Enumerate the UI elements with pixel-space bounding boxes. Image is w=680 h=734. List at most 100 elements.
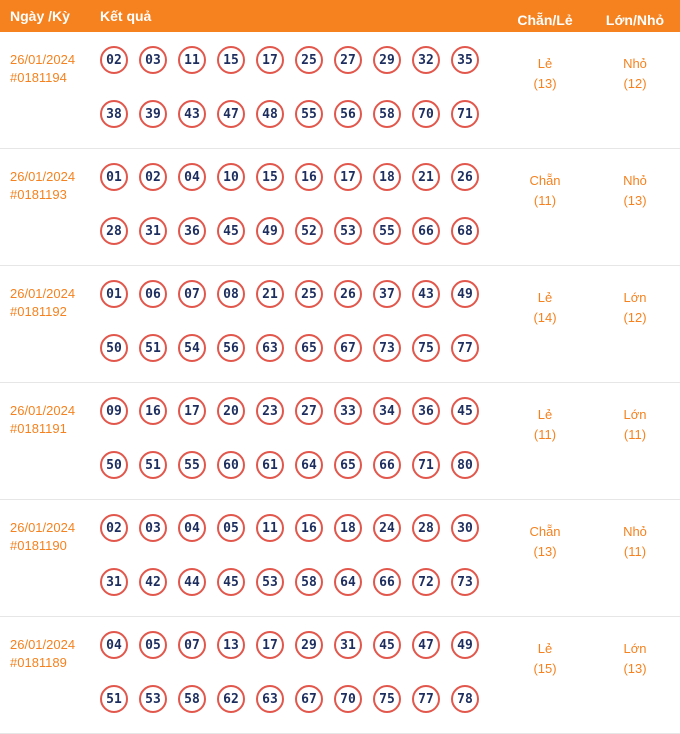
parity-value: Lẻ [537, 641, 553, 656]
lottery-number-ball: 51 [139, 451, 167, 479]
lottery-number-ball: 49 [451, 280, 479, 308]
lottery-number-ball: 37 [373, 280, 401, 308]
lottery-number-ball: 26 [451, 163, 479, 191]
lottery-number-ball: 11 [178, 46, 206, 74]
parity-value: Chẵn [529, 173, 561, 188]
lottery-number-ball: 43 [178, 100, 206, 128]
lottery-number-ball: 25 [295, 280, 323, 308]
result-numbers-cell: 09 16 17 20 23 27 33 34 36 45 50 51 55 60 61 64 65 66 71 8… [95, 397, 500, 479]
parity-value: Chẵn [529, 524, 561, 539]
numbers-line-1: 09 16 17 20 23 27 33 34 36 45 [100, 397, 500, 425]
lottery-number-ball: 47 [217, 100, 245, 128]
size-cell: Nhỏ (11) [590, 514, 680, 562]
lottery-number-ball: 45 [373, 631, 401, 659]
draw-date[interactable]: 26/01/2024 [10, 169, 76, 184]
lottery-number-ball: 62 [217, 685, 245, 713]
parity-count: (11) [533, 427, 557, 442]
lottery-number-ball: 03 [139, 46, 167, 74]
date-period-cell[interactable]: 26/01/2024 #0181190 [0, 514, 95, 555]
result-numbers-cell: 04 05 07 13 17 29 31 45 47 49 51 53 58 62 63 67 70 75 77 7… [95, 631, 500, 713]
parity-cell: Lẻ (14) [500, 280, 590, 328]
date-period-cell[interactable]: 26/01/2024 #0181193 [0, 163, 95, 204]
numbers-line-2: 50 51 55 60 61 64 65 66 71 80 [100, 451, 500, 479]
numbers-line-1: 04 05 07 13 17 29 31 45 47 49 [100, 631, 500, 659]
lottery-number-ball: 29 [295, 631, 323, 659]
lottery-number-ball: 31 [334, 631, 362, 659]
draw-period[interactable]: #0181193 [10, 187, 67, 202]
lottery-number-ball: 15 [256, 163, 284, 191]
date-period-cell[interactable]: 26/01/2024 #0181194 [0, 46, 95, 87]
lottery-number-ball: 49 [451, 631, 479, 659]
lottery-number-ball: 20 [217, 397, 245, 425]
lottery-number-ball: 23 [256, 397, 284, 425]
lottery-number-ball: 16 [295, 514, 323, 542]
numbers-line-2: 50 51 54 56 63 65 67 73 75 77 [100, 334, 500, 362]
header-size: Lớn/Nhỏ [605, 12, 665, 28]
size-value: Lớn [623, 641, 647, 656]
lottery-number-ball: 55 [373, 217, 401, 245]
draw-period[interactable]: #0181191 [10, 421, 67, 436]
draw-period[interactable]: #0181189 [10, 655, 67, 670]
lottery-number-ball: 24 [373, 514, 401, 542]
lottery-number-ball: 71 [451, 100, 479, 128]
lottery-number-ball: 58 [178, 685, 206, 713]
lottery-number-ball: 18 [334, 514, 362, 542]
date-period-cell[interactable]: 26/01/2024 #0181192 [0, 280, 95, 321]
header-result: Kết quả [100, 8, 152, 24]
lottery-number-ball: 56 [217, 334, 245, 362]
lottery-number-ball: 17 [256, 46, 284, 74]
lottery-number-ball: 63 [256, 685, 284, 713]
lottery-number-ball: 13 [217, 631, 245, 659]
draw-period[interactable]: #0181192 [10, 304, 67, 319]
lottery-number-ball: 42 [139, 568, 167, 596]
lottery-number-ball: 31 [100, 568, 128, 596]
numbers-line-2: 28 31 36 45 49 52 53 55 66 68 [100, 217, 500, 245]
lottery-number-ball: 67 [334, 334, 362, 362]
lottery-number-ball: 27 [295, 397, 323, 425]
lottery-number-ball: 72 [412, 568, 440, 596]
numbers-line-2: 38 39 43 47 48 55 56 58 70 71 [100, 100, 500, 128]
draw-period[interactable]: #0181190 [10, 538, 67, 553]
lottery-number-ball: 01 [100, 163, 128, 191]
draw-date[interactable]: 26/01/2024 [10, 403, 76, 418]
lottery-number-ball: 61 [256, 451, 284, 479]
draw-date[interactable]: 26/01/2024 [10, 520, 76, 535]
draw-date[interactable]: 26/01/2024 [10, 637, 76, 652]
date-period-cell[interactable]: 26/01/2024 #0181189 [0, 631, 95, 672]
parity-count: (13) [533, 544, 557, 559]
lottery-number-ball: 65 [334, 451, 362, 479]
size-count: (12) [623, 310, 647, 325]
lottery-number-ball: 26 [334, 280, 362, 308]
lottery-number-ball: 27 [334, 46, 362, 74]
lottery-number-ball: 45 [217, 217, 245, 245]
lottery-number-ball: 21 [412, 163, 440, 191]
lottery-number-ball: 04 [100, 631, 128, 659]
parity-cell: Chẵn (13) [500, 514, 590, 562]
header-date-period: Ngày /Kỳ [10, 8, 70, 24]
lottery-number-ball: 16 [139, 397, 167, 425]
parity-cell: Chẵn (11) [500, 163, 590, 211]
draw-date[interactable]: 26/01/2024 [10, 52, 76, 67]
numbers-line-2: 31 42 44 45 53 58 64 66 72 73 [100, 568, 500, 596]
lottery-number-ball: 51 [100, 685, 128, 713]
draw-period[interactable]: #0181194 [10, 70, 67, 85]
lottery-number-ball: 78 [451, 685, 479, 713]
lottery-number-ball: 05 [217, 514, 245, 542]
date-period-cell[interactable]: 26/01/2024 #0181191 [0, 397, 95, 438]
lottery-number-ball: 70 [334, 685, 362, 713]
result-row: 26/01/2024 #0181192 01 06 07 08 21 25 26 37 43 49… [0, 266, 680, 383]
lottery-number-ball: 48 [256, 100, 284, 128]
result-numbers-cell: 02 03 04 05 11 16 18 24 28 30 31 42 44 45 53 58 64 66 72 7… [95, 514, 500, 596]
lottery-number-ball: 67 [295, 685, 323, 713]
numbers-line-1: 02 03 04 05 11 16 18 24 28 30 [100, 514, 500, 542]
numbers-line-2: 51 53 58 62 63 67 70 75 77 78 [100, 685, 500, 713]
lottery-number-ball: 03 [139, 514, 167, 542]
lottery-number-ball: 44 [178, 568, 206, 596]
result-row: 26/01/2024 #0181193 01 02 04 10 15 16 17 18 21 26… [0, 149, 680, 266]
numbers-line-1: 02 03 11 15 17 25 27 29 32 35 [100, 46, 500, 74]
lottery-number-ball: 64 [334, 568, 362, 596]
result-row: 26/01/2024 #0181191 09 16 17 20 23 27 33 34 36 45… [0, 383, 680, 500]
draw-date[interactable]: 26/01/2024 [10, 286, 76, 301]
lottery-number-ball: 45 [451, 397, 479, 425]
size-count: (11) [623, 544, 647, 559]
